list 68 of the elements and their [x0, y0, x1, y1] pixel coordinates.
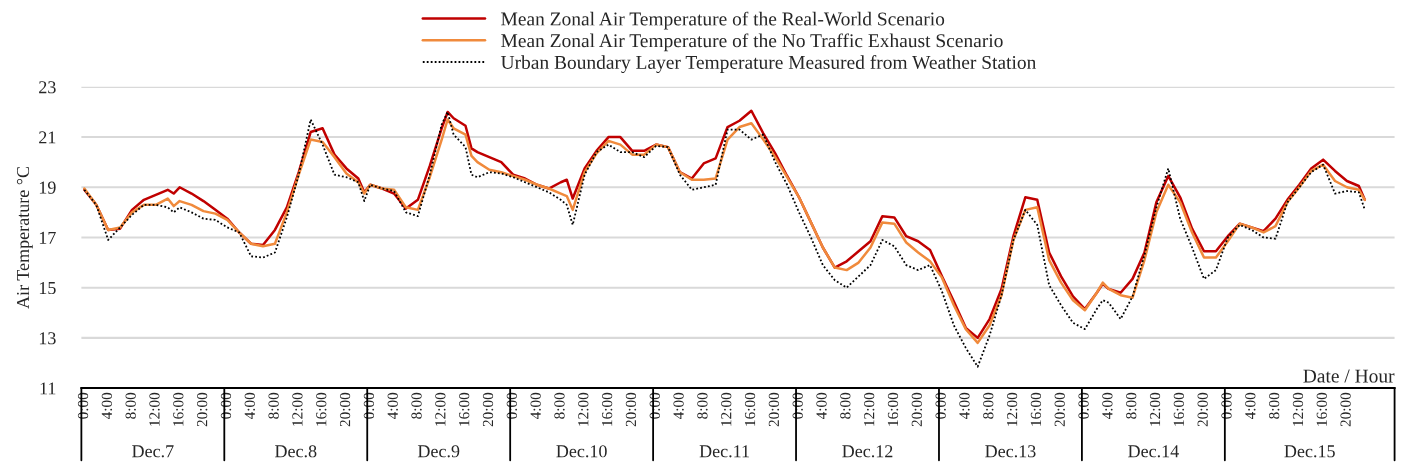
text: Dec.10: [556, 445, 607, 458]
x-tick-label: 16:00: [1316, 392, 1328, 426]
x-tick-label: 12:00: [1292, 392, 1304, 426]
x-tick-label: 16:00: [1030, 392, 1042, 426]
x-tick-label: 16:00: [459, 392, 470, 426]
x-tick-label: 16:00: [601, 392, 613, 426]
x-tick-label: 8:00: [840, 392, 851, 419]
y-tick-label: 11: [40, 382, 56, 395]
x-tick-label: 8:00: [697, 392, 708, 419]
text: Dec.7: [132, 445, 174, 458]
x-tick-label: 4:00: [1102, 392, 1113, 420]
x-tick-label: 12:00: [435, 392, 446, 426]
x-tick-label: 20:00: [1197, 392, 1208, 427]
x-tick-label: 12:00: [578, 392, 589, 426]
x-tick-label: 4:00: [530, 392, 541, 420]
text: Dec.11: [699, 445, 749, 458]
y-tick-label: 13: [39, 332, 56, 345]
y-axis-title: Air Temperature °C: [16, 166, 33, 309]
text: Dec.9: [417, 445, 460, 458]
x-tick-label: 20:00: [196, 392, 208, 427]
x-tick-label: 4:00: [673, 392, 684, 420]
x-tick-label: 12:00: [721, 392, 732, 426]
x-tick-label: 4:00: [959, 392, 970, 420]
text: Dec.14: [1128, 445, 1179, 458]
x-tick-label: 16:00: [316, 392, 327, 426]
x-tick-label: 12:00: [864, 392, 875, 426]
x-tick-label: 20:00: [1340, 392, 1351, 427]
x-tick-label: 0:00: [792, 392, 803, 419]
x-tick-label: 12:00: [149, 392, 160, 426]
x-tick-label: 12:00: [1006, 392, 1018, 426]
x-tick-label: 20:00: [911, 392, 923, 427]
text: Dec.8: [274, 445, 317, 458]
x-tick-label: 4:00: [387, 392, 398, 420]
x-tick-label: 8:00: [411, 392, 422, 419]
x-tick-label: 16:00: [173, 392, 184, 426]
x-tick-label: 16:00: [887, 392, 899, 426]
x-axis-title: Date / Hour: [1303, 369, 1395, 383]
x-tick-label: 4:00: [244, 392, 255, 420]
legend-label: Mean Zonal Air Temperature of the Real-World Scenario: [501, 11, 945, 30]
x-tick-label: 12:00: [292, 392, 303, 426]
y-tick-label: 17: [39, 231, 56, 244]
text: Dec.15: [1284, 445, 1335, 458]
x-tick-label: 20:00: [625, 392, 637, 427]
legend-label: Mean Zonal Air Temperature of the No Traffic Exhaust Scenario: [501, 33, 1003, 52]
x-tick-label: 16:00: [744, 392, 756, 426]
x-tick-label: 20:00: [1054, 392, 1065, 427]
x-tick-label: 4:00: [816, 392, 827, 420]
x-tick-label: 8:00: [268, 392, 279, 419]
x-tick-label: 4:00: [1245, 392, 1256, 420]
x-tick-label: 12:00: [1149, 392, 1161, 426]
text: Dec.13: [985, 445, 1036, 458]
x-tick-label: 8:00: [983, 392, 994, 419]
x-tick-label: 20:00: [768, 392, 780, 427]
x-tick-label: 20:00: [482, 392, 494, 427]
y-tick-label: 19: [39, 181, 56, 194]
x-tick-label: 8:00: [554, 392, 565, 419]
y-tick-label: 23: [39, 81, 56, 94]
x-tick-label: 0:00: [935, 392, 946, 419]
x-tick-label: 8:00: [1126, 392, 1137, 419]
x-tick-label: 4:00: [101, 392, 113, 420]
text: Dec.12: [842, 445, 893, 458]
x-tick-label: 8:00: [125, 392, 136, 419]
x-tick-label: 8:00: [1268, 392, 1280, 419]
y-tick-label: 15: [39, 282, 56, 295]
y-tick-label: 21: [39, 131, 56, 144]
x-tick-label: 16:00: [1173, 392, 1185, 426]
legend-label: Urban Boundary Layer Temperature Measured from Weather Station: [500, 55, 1037, 73]
x-tick-label: 20:00: [339, 392, 351, 427]
